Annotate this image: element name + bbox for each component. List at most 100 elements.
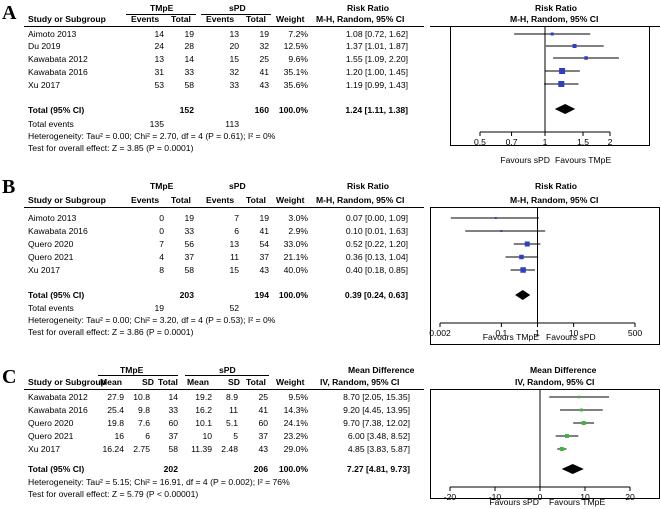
favours-right: Favours TMpE (555, 155, 612, 165)
sd1-cell: 6 (145, 431, 150, 441)
plot-frame (430, 207, 660, 345)
events2-cell: 6 (234, 226, 239, 236)
heterogeneity: Heterogeneity: Tau² = 0.00; Chi² = 2.70,… (28, 131, 276, 141)
total2-cell: 19 (259, 213, 269, 223)
x-tick-label: 10 (569, 328, 579, 338)
total2-value: 194 (254, 290, 269, 300)
events1-cell: 0 (159, 226, 164, 236)
total-effect: 0.39 [0.24, 0.63] (344, 290, 408, 300)
effect-cell: 0.52 [0.22, 1.20] (345, 239, 408, 249)
effect-title: Mean Difference (348, 365, 415, 375)
study-name: Aimoto 2013 (28, 213, 77, 223)
weight-cell: 33.0% (283, 239, 308, 249)
study-marker (584, 56, 588, 60)
events2-cell: 13 (229, 29, 239, 39)
sd1-cell: 10.8 (133, 392, 150, 402)
sd2-cell: 8.9 (226, 392, 238, 402)
col-total2: Total (246, 377, 266, 387)
total2-cell: 37 (258, 431, 268, 441)
total1-cell: 33 (168, 405, 178, 415)
total2-value: 206 (253, 464, 268, 474)
effect-cell: 4.85 [3.83, 5.87] (347, 444, 410, 454)
total-weight: 100.0% (278, 290, 308, 300)
study-name: Quero 2021 (28, 252, 74, 262)
weight-cell: 24.1% (283, 418, 308, 428)
favours-left: Favours sPD (500, 155, 550, 165)
x-tick-label: 0.1 (495, 328, 507, 338)
x-tick-label: 0 (538, 492, 543, 502)
sd2-cell: 5.1 (226, 418, 238, 428)
effect-cell: 1.37 [1.01, 1.87] (345, 41, 408, 51)
effect-cell: 9.20 [4.45, 13.95] (343, 405, 410, 415)
study-name: Kawabata 2012 (28, 392, 88, 402)
col-study: Study or Subgroup (28, 195, 106, 205)
total1-cell: 33 (184, 67, 194, 77)
plot-frame (430, 389, 660, 499)
study-marker (558, 81, 565, 87)
total1-cell: 58 (184, 80, 194, 90)
study-name: Kawabata 2016 (28, 67, 88, 77)
total1-value: 152 (179, 105, 194, 115)
overall-effect: Test for overall effect: Z = 3.86 (P = 0… (28, 327, 194, 337)
events1-cell: 31 (154, 67, 164, 77)
events2-cell: 20 (229, 41, 239, 51)
panel-letter-c: C (2, 366, 17, 388)
events2-cell: 15 (229, 265, 239, 275)
study-marker (519, 254, 524, 260)
total1-cell: 28 (184, 41, 194, 51)
overall-effect: Test for overall effect: Z = 3.85 (P = 0… (28, 143, 194, 153)
sd1-cell: 2.75 (133, 444, 150, 454)
events2-cell: 33 (229, 80, 239, 90)
total2-cell: 41 (258, 405, 268, 415)
events1-cell: 24 (154, 41, 164, 51)
study-name: Kawabata 2016 (28, 405, 88, 415)
total1-cell: 37 (168, 431, 178, 441)
sd1-cell: 9.8 (138, 405, 150, 415)
plot-method: IV, Random, 95% CI (515, 377, 595, 387)
study-name: Du 2019 (28, 41, 61, 51)
total2-cell: 43 (259, 265, 269, 275)
total2-cell: 54 (259, 239, 269, 249)
sd2-cell: 2.48 (221, 444, 238, 454)
col-events2: Events (206, 14, 235, 24)
weight-cell: 7.2% (288, 29, 308, 39)
plot-method: M-H, Random, 95% CI (510, 195, 599, 205)
favours-left: Favours TMpE (482, 332, 539, 342)
sd2-cell: 5 (233, 431, 238, 441)
weight-cell: 9.5% (288, 392, 308, 402)
effect-cell: 0.07 [0.00, 1.09] (345, 213, 408, 223)
col-study: Study or Subgroup (28, 377, 106, 387)
col-total2: Total (246, 14, 266, 24)
col-events1: Events (131, 14, 160, 24)
events1-cell: 8 (159, 265, 164, 275)
group2-header: sPD (229, 181, 246, 191)
total1-cell: 14 (168, 392, 178, 402)
forest-plot-a: 0.5 0.7 1 1.5 2 (450, 26, 650, 147)
total2-cell: 41 (259, 67, 269, 77)
col-total2: Total (246, 195, 266, 205)
overall-effect: Test for overall effect: Z = 5.79 (P < 0… (28, 489, 199, 499)
effect-cell: 0.36 [0.13, 1.04] (345, 252, 408, 262)
events2-cell: 13 (229, 239, 239, 249)
mean2-cell: 10.1 (195, 418, 212, 428)
col-weight: Weight (276, 195, 305, 205)
favours-right: Favours TMpE (549, 497, 606, 507)
events1-total: 19 (154, 303, 164, 313)
effect-cell: 1.19 [0.99, 1.43] (345, 80, 408, 90)
col-mean2: Mean (187, 377, 209, 387)
events2-total: 52 (229, 303, 239, 313)
forest-plot-b: 0.002 0.1 1 10 500 (429, 207, 660, 345)
total2-cell: 32 (259, 41, 269, 51)
weight-cell: 29.0% (283, 444, 308, 454)
events1-cell: 14 (154, 29, 164, 39)
col-total1: Total (171, 14, 191, 24)
plot-method: M-H, Random, 95% CI (510, 14, 599, 24)
sd2-cell: 11 (229, 405, 238, 415)
study-marker (559, 68, 566, 74)
mean2-cell: 11.39 (191, 444, 212, 454)
x-tick-label: 0.7 (506, 137, 518, 147)
total2-cell: 25 (258, 392, 268, 402)
total-weight: 100.0% (278, 105, 308, 115)
panel-letter-a: A (2, 2, 17, 24)
group1-header: TMpE (120, 365, 144, 375)
